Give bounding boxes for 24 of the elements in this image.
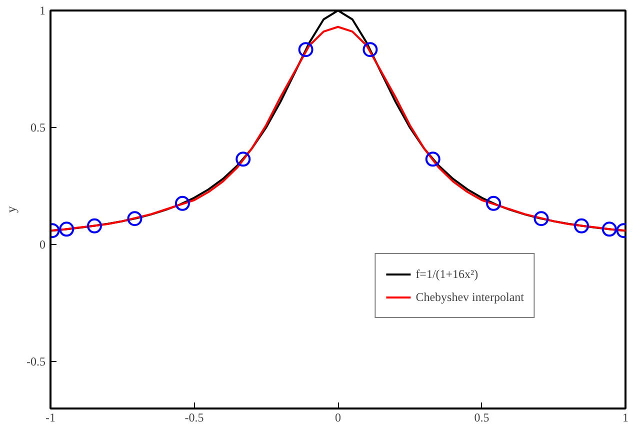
point [127, 211, 142, 226]
x-tick-label: 0 [335, 410, 341, 424]
x-tick-label: -1 [46, 410, 56, 424]
point [298, 42, 314, 58]
y-tick-label: 0.5 [30, 120, 46, 135]
y-axis-title: y [4, 206, 19, 213]
legend-label: Chebyshev interpolant [416, 290, 524, 304]
x-tick-label: 0.5 [474, 410, 490, 424]
point [486, 196, 502, 211]
point [574, 218, 590, 234]
point [362, 42, 378, 58]
point [86, 218, 102, 234]
point [59, 222, 74, 237]
legend-label: f=1/(1+16x²) [416, 266, 478, 282]
x-tick-label: -0.5 [184, 410, 204, 424]
y-tick-label: 1 [40, 4, 46, 18]
point [425, 152, 440, 167]
point [174, 196, 190, 211]
point [534, 211, 549, 226]
y-tick-label: 0 [40, 238, 46, 252]
y-tick-label: -0.5 [26, 354, 46, 369]
point [236, 152, 251, 167]
point [602, 222, 617, 237]
x-tick-label: 1 [622, 410, 628, 424]
